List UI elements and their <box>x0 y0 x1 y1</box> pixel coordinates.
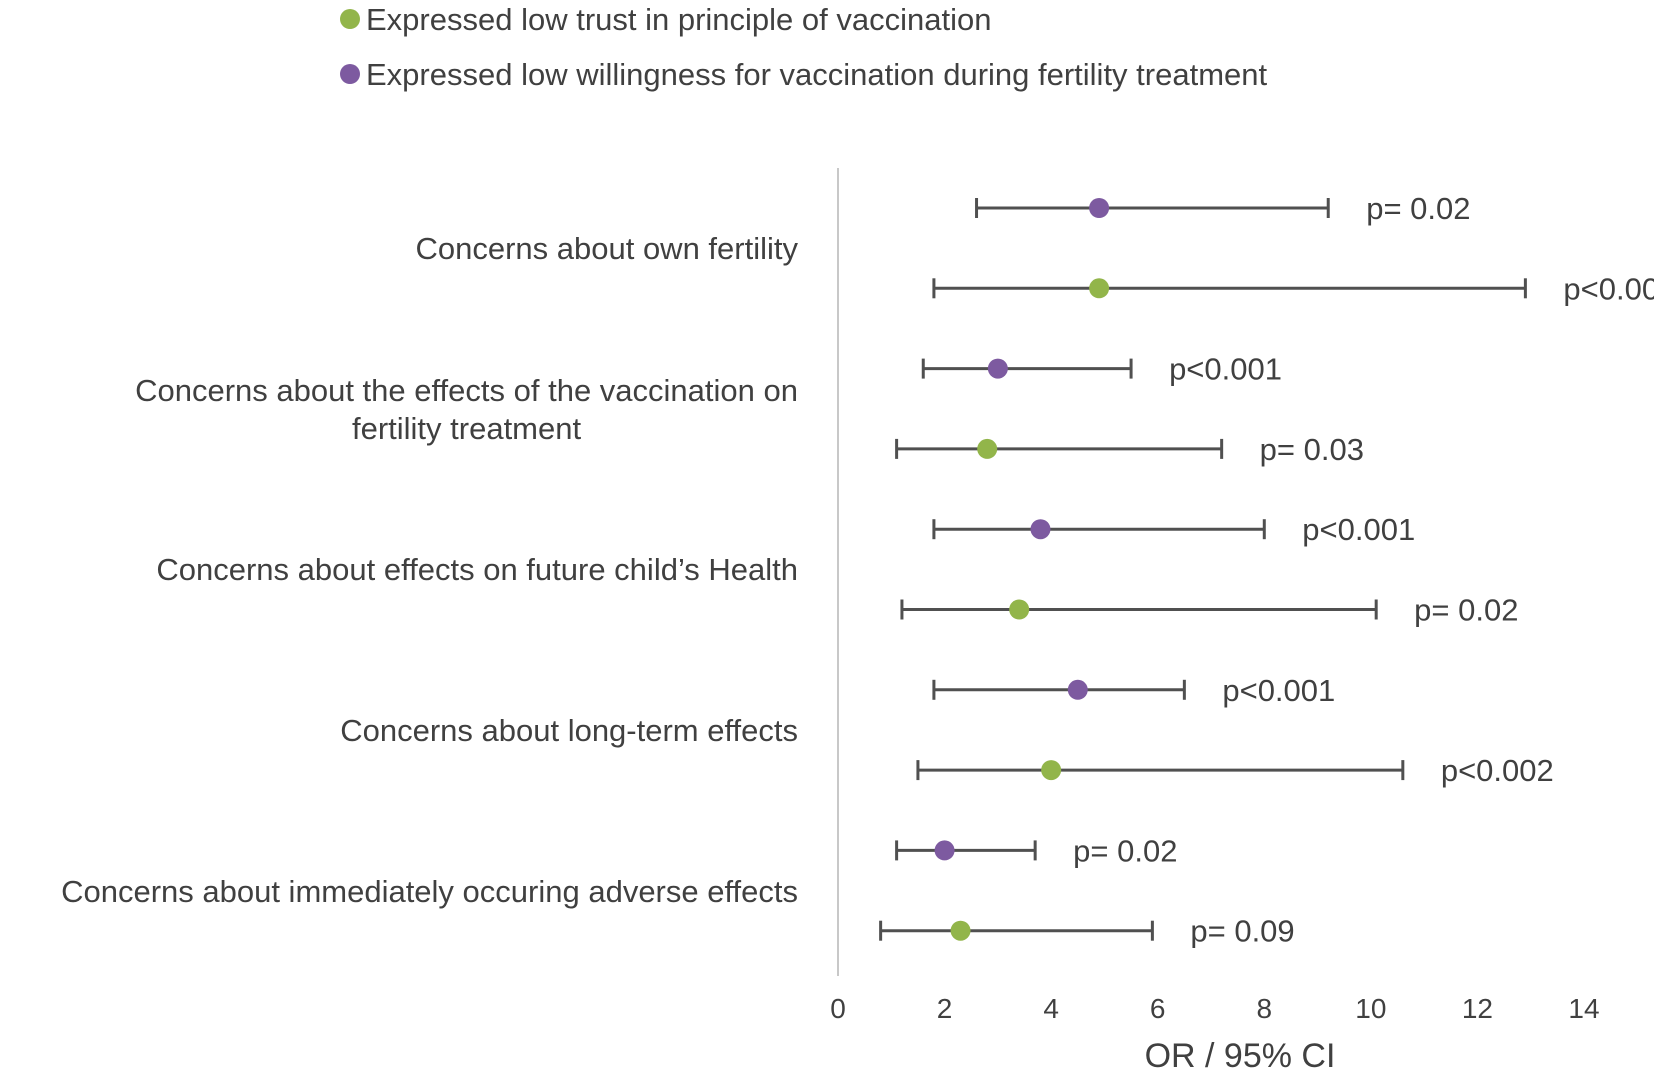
category-label: Concerns about the effects of the vaccin… <box>135 372 798 448</box>
x-tick-label: 10 <box>1355 993 1386 1024</box>
p-value-label: p= 0.02 <box>1073 833 1177 868</box>
x-tick-label: 14 <box>1568 993 1599 1024</box>
p-value-label: p= 0.02 <box>1366 191 1470 226</box>
odds-ratio-point <box>1041 760 1062 781</box>
x-tick-label: 6 <box>1150 993 1166 1024</box>
legend-item-low-willingness: Expressed low willingness for vaccinatio… <box>340 57 1267 93</box>
odds-ratio-point <box>1009 599 1030 620</box>
p-value-label: p<0.001 <box>1302 512 1415 547</box>
odds-ratio-point <box>977 438 998 459</box>
category-label-line: Concerns about long-term effects <box>340 712 798 748</box>
odds-ratio-point <box>934 840 955 861</box>
p-value-label: p<0.001 <box>1169 352 1282 387</box>
p-value-label: p= 0.09 <box>1190 914 1294 949</box>
p-value-label: p<0.002 <box>1441 753 1554 788</box>
odds-ratio-point <box>1067 679 1088 700</box>
odds-ratio-point <box>1089 198 1110 218</box>
x-axis-title: OR / 95% CI <box>1145 1037 1336 1070</box>
odds-ratio-point <box>987 358 1008 379</box>
p-value-label: p= 0.02 <box>1414 593 1518 628</box>
x-tick-label: 12 <box>1462 993 1493 1024</box>
category-label-line: Concerns about the effects of the vaccin… <box>135 372 798 408</box>
category-label: Concerns about own fertility <box>415 230 798 268</box>
p-value-label: p<0.001 <box>1222 673 1335 708</box>
legend-label: Expressed low trust in principle of vacc… <box>366 2 992 37</box>
p-value-label: p= 0.03 <box>1260 432 1364 467</box>
legend-marker-purple-dot <box>340 63 360 84</box>
category-label: Concerns about long-term effects <box>340 712 798 750</box>
category-label-line: fertility treatment <box>351 410 582 446</box>
category-label: Concerns about immediately occuring adve… <box>61 873 798 911</box>
x-tick-label: 4 <box>1043 993 1059 1024</box>
category-label-line: Concerns about immediately occuring adve… <box>61 873 798 909</box>
x-tick-label: 2 <box>937 993 953 1024</box>
legend-marker-green-dot <box>340 8 360 29</box>
odds-ratio-point <box>950 920 971 941</box>
category-label: Concerns about effects on future child’s… <box>156 551 798 589</box>
legend-item-low-trust: Expressed low trust in principle of vacc… <box>340 2 991 38</box>
p-value-label: p<0.001 <box>1563 271 1654 306</box>
legend-label: Expressed low willingness for vaccinatio… <box>366 57 1268 92</box>
category-label-line: Concerns about own fertility <box>415 231 798 267</box>
x-tick-label: 0 <box>830 993 846 1024</box>
x-tick-label: 8 <box>1256 993 1272 1024</box>
category-label-line: Concerns about effects on future child’s… <box>156 552 798 588</box>
odds-ratio-point <box>1030 519 1051 540</box>
odds-ratio-point <box>1089 278 1110 299</box>
